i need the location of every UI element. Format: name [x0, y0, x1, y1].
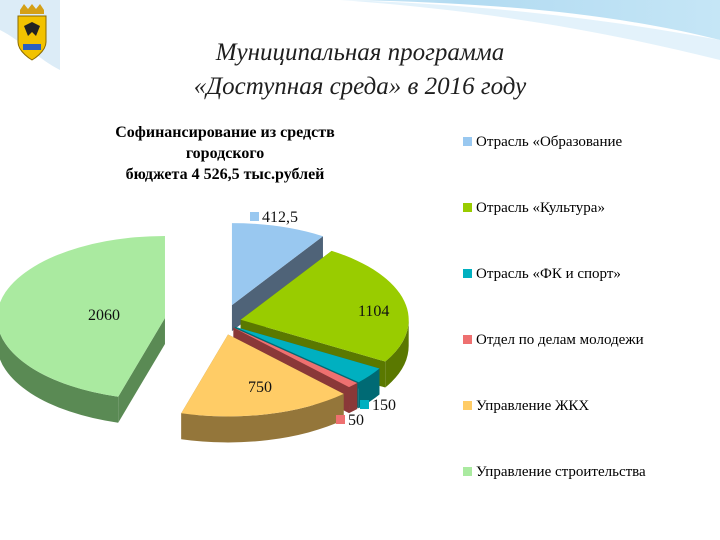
legend-swatch — [463, 269, 472, 278]
data-label-swatch — [336, 415, 345, 424]
data-label: 150 — [360, 397, 396, 414]
pie-slice — [231, 223, 323, 306]
legend-swatch — [463, 203, 472, 212]
legend-item: Отрасль «Культура» — [463, 200, 605, 217]
legend-item: Управление строительства — [463, 464, 646, 481]
legend-item: Отрасль «Образование — [463, 134, 622, 151]
chart-title-line: бюджета 4 526,5 тыс.рублей — [125, 166, 325, 183]
slide-title: Муниципальная программа «Доступная среда… — [120, 36, 600, 104]
chart-title-line: городского — [185, 145, 265, 162]
chart-title: Софинансирование из средств городского б… — [60, 122, 390, 185]
slide-title-line: Муниципальная программа — [215, 39, 505, 66]
slide-title-line: «Доступная среда» в 2016 году — [193, 73, 527, 100]
data-label-text: 50 — [348, 412, 364, 429]
chart-title-line: Софинансирование из средств — [115, 124, 335, 141]
pie-slice-rim — [385, 319, 409, 388]
legend-swatch — [463, 467, 472, 476]
pie-slice — [240, 250, 409, 362]
pie-slice-rim — [358, 368, 380, 409]
pie-slice-rim — [181, 393, 344, 443]
data-label-text: 750 — [248, 379, 272, 396]
pie-slice-rim — [349, 383, 358, 414]
pie-slice — [181, 334, 344, 417]
pie-slice-rim — [0, 333, 119, 423]
legend-label: Отдел по делам молодежи — [476, 332, 644, 348]
pie-slice — [233, 327, 358, 388]
legend-item: Управление ЖКХ — [463, 398, 589, 415]
legend-item: Отрасль «ФК и спорт» — [463, 266, 621, 283]
data-label-swatch — [250, 212, 259, 221]
legend-swatch — [463, 137, 472, 146]
legend-swatch — [463, 401, 472, 410]
pie-slice — [0, 235, 165, 397]
legend-label: Отрасль «ФК и спорт» — [476, 266, 621, 282]
data-label-text: 412,5 — [262, 209, 298, 226]
pie-slice-side — [231, 236, 323, 332]
city-coat-of-arms-icon — [17, 4, 47, 61]
legend-label: Отрасль «Культура» — [476, 200, 605, 216]
data-label-text: 2060 — [88, 307, 120, 324]
pie-slice — [234, 326, 380, 383]
data-label-text: 1104 — [358, 303, 389, 320]
pie-slice-wall — [118, 317, 165, 423]
pie-slice-wall — [231, 236, 323, 332]
data-label: 1104 — [358, 303, 389, 320]
legend-item: Отдел по делам молодежи — [463, 332, 644, 349]
legend-swatch — [463, 335, 472, 344]
legend-label: Управление ЖКХ — [476, 398, 590, 414]
data-label: 750 — [248, 379, 272, 396]
pie-slice-side — [0, 317, 165, 423]
legend-label: Отрасль «Образование — [476, 134, 623, 150]
data-label: 50 — [336, 412, 364, 429]
data-label-text: 150 — [372, 397, 396, 414]
data-label: 412,5 — [250, 209, 298, 226]
data-label-swatch — [360, 400, 369, 409]
data-label: 2060 — [88, 307, 120, 324]
legend-label: Управление строительства — [476, 464, 646, 480]
